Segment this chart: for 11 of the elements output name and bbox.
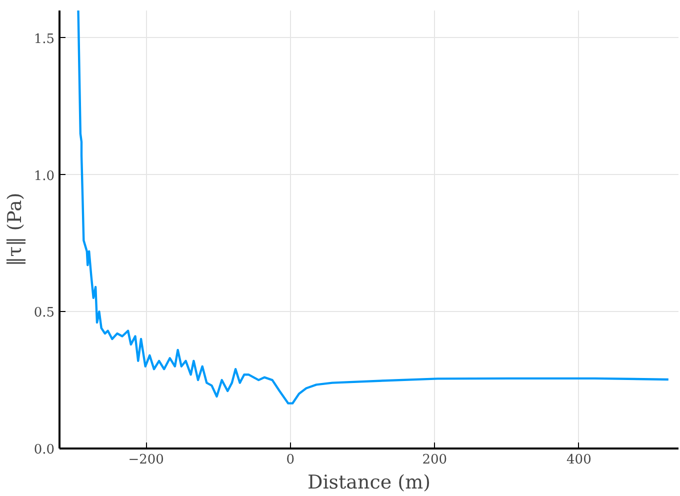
x-tick-label: −200 [128, 452, 164, 468]
y-tick-label: 0.0 [34, 442, 55, 458]
y-tick-label: 1.0 [34, 168, 55, 184]
y-tick-label: 0.5 [34, 306, 55, 321]
x-axis-title: Distance (m) [307, 472, 431, 494]
y-axis-title: ‖τ‖ (Pa) [4, 192, 26, 266]
y-tick-label: 1.5 [34, 32, 55, 47]
x-tick-label: 200 [422, 452, 448, 468]
x-tick-label: 400 [566, 452, 592, 468]
line-series [77, 10, 670, 404]
x-tick-label: 0 [286, 452, 295, 468]
